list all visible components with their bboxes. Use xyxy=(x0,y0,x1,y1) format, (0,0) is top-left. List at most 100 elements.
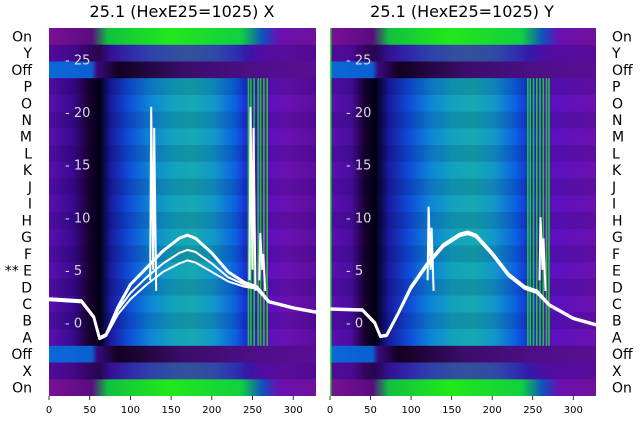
row-label: K xyxy=(612,163,622,179)
band-row xyxy=(49,178,316,196)
x-tick-label: 0 xyxy=(327,405,333,416)
band-row xyxy=(49,312,316,330)
band-axis xyxy=(330,44,596,62)
band-off xyxy=(330,345,596,363)
row-label: H xyxy=(21,213,32,229)
right-chart-title: 25.1 (HexE25=1025) Y xyxy=(370,2,554,21)
right-series-lines xyxy=(330,206,596,339)
band-on xyxy=(49,379,316,396)
x-tick-label: 200 xyxy=(202,405,221,416)
right-x-ticks: 0 50 100 150 200 250 300 xyxy=(327,396,583,416)
band-on xyxy=(49,28,316,45)
series-line xyxy=(49,259,316,341)
x-tick-label: 50 xyxy=(83,405,96,416)
band-axis xyxy=(49,362,316,380)
row-label: Off xyxy=(11,63,32,79)
left-x-ticks: 0 50 100 150 200 250 300 xyxy=(46,396,303,416)
row-label: I xyxy=(28,197,32,213)
row-label: K xyxy=(23,163,33,179)
green-stripe xyxy=(548,78,550,346)
band-row xyxy=(49,278,316,296)
green-stripe xyxy=(247,78,250,346)
row-label: B xyxy=(22,314,32,330)
row-label: On xyxy=(12,29,32,45)
green-stripe xyxy=(259,78,262,346)
green-edge-stripe xyxy=(330,28,332,396)
x-tick-label: 250 xyxy=(523,405,542,416)
row-label: Y xyxy=(611,46,621,62)
row-label: M xyxy=(612,130,624,146)
row-label: On xyxy=(612,381,632,397)
y-tick-label: - 15 xyxy=(65,159,90,174)
row-label: D xyxy=(612,280,623,296)
row-label: Off xyxy=(612,63,633,79)
y-tick-label: - 5 xyxy=(65,264,82,279)
row-label: B xyxy=(612,314,622,330)
y-tick-label: - 10 xyxy=(346,211,371,226)
band-on xyxy=(330,379,596,396)
green-stripe xyxy=(263,78,265,346)
row-label: L xyxy=(24,146,32,162)
row-label: F xyxy=(24,247,32,263)
row-label: D xyxy=(21,280,32,296)
row-label: Off xyxy=(11,347,32,363)
row-label: ** E xyxy=(5,264,32,280)
spike-line xyxy=(258,232,267,291)
row-label: E xyxy=(612,264,621,280)
band-row xyxy=(49,78,316,95)
heatmap-left-background xyxy=(49,28,316,396)
left-heatmap-panel: - 0 - 5 - 10 - 15 - 20 - 25 0 50 100 150 200 250 30… xyxy=(5,2,316,416)
spike-line xyxy=(538,217,547,291)
band-axis xyxy=(49,44,316,62)
x-tick-label: 250 xyxy=(243,405,262,416)
band-off xyxy=(330,61,596,79)
band-row xyxy=(49,245,316,263)
row-label: G xyxy=(612,230,623,246)
green-stripe xyxy=(535,78,538,346)
row-label: J xyxy=(27,180,32,196)
row-label: H xyxy=(612,213,623,229)
y-tick-label: - 15 xyxy=(346,159,371,174)
row-label: F xyxy=(612,247,620,263)
green-stripe xyxy=(542,78,545,346)
band-row xyxy=(49,111,316,129)
row-label: P xyxy=(612,80,620,96)
band-row xyxy=(330,178,596,196)
series-line xyxy=(330,233,596,339)
right-green-stripes xyxy=(330,28,550,396)
y-tick-label: - 0 xyxy=(65,316,82,331)
y-tick-label: - 20 xyxy=(65,106,90,121)
row-label: A xyxy=(612,330,622,346)
y-tick-label: - 5 xyxy=(346,264,363,279)
x-tick-label: 150 xyxy=(162,405,181,416)
y-tick-label: - 10 xyxy=(65,211,90,226)
band-axis xyxy=(330,362,596,380)
x-tick-label: 150 xyxy=(442,405,461,416)
row-label: N xyxy=(612,113,622,129)
row-label: On xyxy=(612,29,632,45)
left-chart-title: 25.1 (HexE25=1025) X xyxy=(90,2,275,21)
x-tick-label: 100 xyxy=(121,405,140,416)
x-tick-label: 300 xyxy=(284,405,303,416)
row-label: M xyxy=(20,130,32,146)
green-stripe xyxy=(527,78,529,346)
green-stripe xyxy=(539,78,541,346)
left-y-ticks: - 0 - 5 - 10 - 15 - 20 - 25 xyxy=(65,54,90,332)
y-tick-label: - 20 xyxy=(346,106,371,121)
green-stripe xyxy=(257,78,259,346)
spike-line xyxy=(149,106,158,291)
row-label: G xyxy=(21,230,32,246)
x-tick-label: 100 xyxy=(402,405,421,416)
y-tick-label: - 25 xyxy=(346,54,371,69)
row-label: I xyxy=(612,197,616,213)
band-off xyxy=(49,345,316,363)
band-row xyxy=(330,245,596,263)
band-row xyxy=(330,278,596,296)
row-label: L xyxy=(612,146,620,162)
right-heatmap-panel: - 0 - 5 - 10 - 15 - 20 - 25 0 50 100 150 200 250 30… xyxy=(327,2,633,416)
green-stripe xyxy=(545,78,548,346)
row-label: P xyxy=(24,80,32,96)
